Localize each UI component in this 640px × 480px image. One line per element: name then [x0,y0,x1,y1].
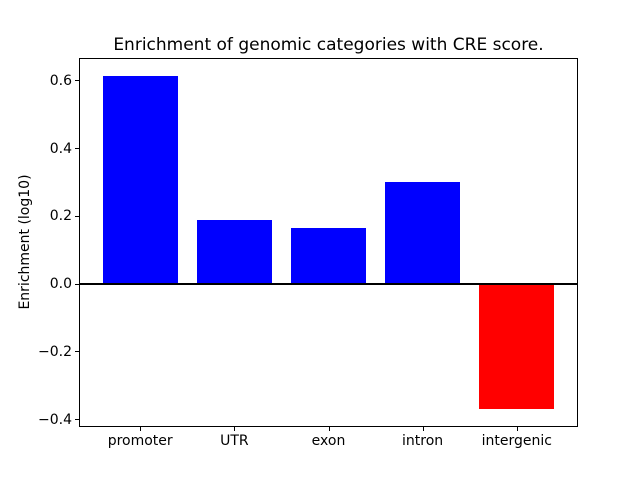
y-tick-label: −0.2 [38,343,72,360]
y-tick-label: 0.4 [49,140,72,157]
y-tick-label: 0.2 [49,208,72,225]
x-tick-label-UTR: UTR [220,433,249,449]
y-tick-label: −0.4 [38,411,72,428]
y-tick-mark [75,148,80,149]
y-tick-label: 0.0 [49,276,72,292]
y-tick-mark [75,351,80,353]
x-tick-mark [422,426,424,431]
bar-intergenic [479,284,555,410]
bar-promoter [102,75,178,284]
y-tick-mark [75,419,80,421]
x-tick-mark [140,426,142,431]
x-tick-mark [516,426,518,431]
bar-UTR [196,219,272,284]
bar-exon [290,228,367,284]
bar-intron [385,182,461,284]
x-tick-mark [328,426,330,431]
chart-title: Enrichment of genomic categories with CR… [113,35,544,55]
zero-line [80,283,577,285]
y-tick-label: 0.6 [49,72,72,89]
x-tick-label-intron: intron [402,433,444,449]
y-tick-mark [75,215,80,217]
x-tick-mark [234,426,236,431]
x-tick-label-promoter: promoter [107,433,173,449]
x-tick-label-exon: exon [311,433,346,449]
y-tick-mark [75,80,80,82]
x-tick-label-intergenic: intergenic [481,433,552,449]
y-tick-mark [75,283,80,285]
